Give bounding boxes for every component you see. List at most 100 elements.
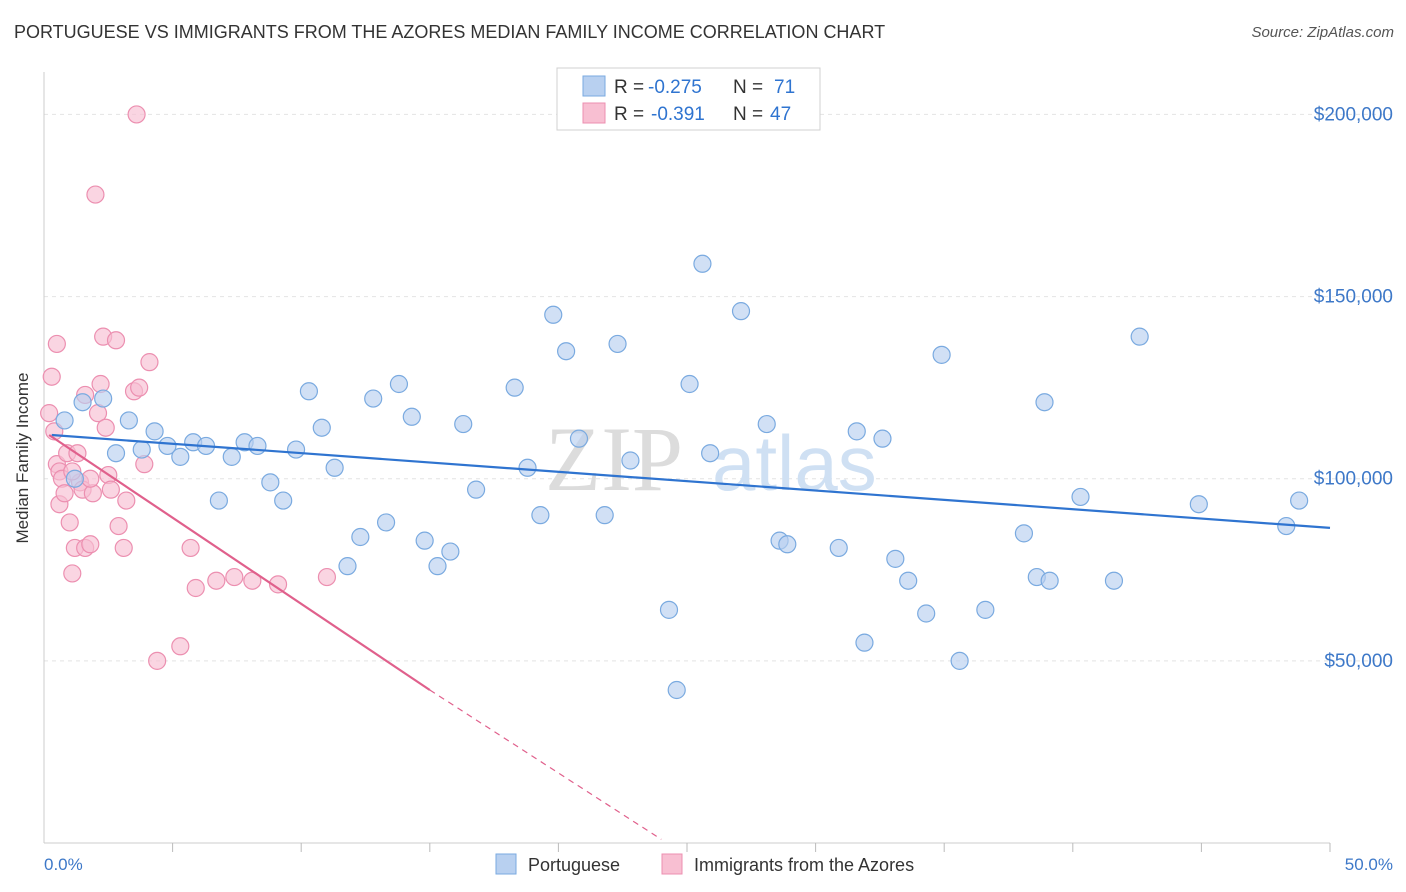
portuguese-point <box>376 513 396 532</box>
portuguese-point <box>441 542 460 561</box>
portuguese-point <box>65 469 84 488</box>
portuguese-point <box>544 305 563 324</box>
portuguese-point <box>73 393 92 412</box>
portuguese-point <box>621 451 640 470</box>
portuguese-point <box>778 535 797 554</box>
portuguese-point <box>402 407 421 426</box>
portuguese-point <box>899 571 918 590</box>
legend-n-label-azores: N = <box>733 104 763 125</box>
portuguese-point <box>731 302 751 321</box>
azores-point <box>55 484 74 503</box>
azores-point <box>42 367 61 386</box>
portuguese-point <box>680 374 699 394</box>
portuguese-point <box>312 418 331 437</box>
legend-n-value-portuguese: 71 <box>774 77 795 98</box>
y-tick-label: $100,000 <box>1314 469 1393 490</box>
x-tick-label-min: 0.0% <box>44 855 83 874</box>
portuguese-point <box>389 374 409 394</box>
portuguese-point <box>158 436 177 456</box>
portuguese-point <box>886 549 905 568</box>
portuguese-point <box>299 382 319 401</box>
azores-trend-line <box>48 434 431 691</box>
portuguese-point <box>325 458 344 477</box>
portuguese-point <box>132 440 151 459</box>
portuguese-point <box>274 491 293 510</box>
trend-lines <box>48 433 1331 840</box>
portuguese-point <box>94 389 113 408</box>
azores-point <box>114 538 133 558</box>
portuguese-point <box>1014 524 1034 543</box>
portuguese-point <box>248 436 267 456</box>
legend-r-value-azores: -0.391 <box>651 104 705 125</box>
azores-point <box>96 418 115 437</box>
portuguese-point <box>171 447 190 466</box>
azores-point <box>171 637 190 656</box>
portuguese-point <box>829 538 848 558</box>
portuguese-point <box>261 473 280 492</box>
bottom-legend-label-azores: Immigrants from the Azores <box>694 855 914 875</box>
y-tick-label: $200,000 <box>1314 104 1393 125</box>
portuguese-point <box>518 458 537 477</box>
chart-title: PORTUGUESE VS IMMIGRANTS FROM THE AZORES… <box>14 22 886 42</box>
x-ticks <box>172 843 1331 852</box>
portuguese-point <box>531 506 550 525</box>
azores-point <box>268 575 288 594</box>
portuguese-point <box>1104 571 1124 590</box>
legend-r-label-azores: R = <box>614 104 644 125</box>
bottom-legend-swatch-portuguese <box>495 853 517 875</box>
portuguese-point <box>505 378 524 397</box>
y-tick-label: $50,000 <box>1324 651 1393 672</box>
x-tick-label-max: 50.0% <box>1345 855 1393 874</box>
azores-point <box>63 564 82 583</box>
azores-point <box>109 516 128 536</box>
portuguese-point <box>855 633 874 652</box>
portuguese-point <box>55 411 74 430</box>
portuguese-point <box>659 600 679 619</box>
azores-point <box>148 651 167 670</box>
portuguese-point <box>950 651 969 670</box>
watermark-zip: ZIP <box>545 408 683 510</box>
portuguese-point <box>415 531 434 550</box>
portuguese-point <box>595 506 614 525</box>
y-tick-label: $150,000 <box>1314 287 1393 308</box>
azores-point <box>207 571 226 590</box>
azores-point <box>106 331 126 350</box>
portuguese-point <box>1130 327 1149 346</box>
azores-point <box>317 567 337 587</box>
azores-point <box>117 491 136 510</box>
azores-point <box>225 567 244 587</box>
azores-point <box>186 578 205 598</box>
portuguese-point <box>1040 571 1059 590</box>
portuguese-point <box>338 557 357 576</box>
portuguese-point <box>932 345 951 364</box>
portuguese-point <box>209 491 228 510</box>
portuguese-trend-line <box>51 433 1331 529</box>
portuguese-point <box>428 557 447 576</box>
portuguese-point <box>286 440 306 459</box>
portuguese-point <box>145 422 164 441</box>
portuguese-point <box>1189 495 1208 514</box>
portuguese-point <box>701 444 720 463</box>
azores-point <box>60 513 79 532</box>
azores-point <box>101 480 120 499</box>
portuguese-point <box>873 429 892 448</box>
portuguese-point <box>1071 487 1090 507</box>
portuguese-point <box>454 414 473 434</box>
legend-r-label-portuguese: R = <box>614 77 644 98</box>
portuguese-point <box>119 411 138 430</box>
legend-r-value-portuguese: -0.275 <box>648 77 702 98</box>
portuguese-points <box>55 254 1309 700</box>
azores-point <box>40 404 59 423</box>
azores-point <box>47 334 66 354</box>
portuguese-point <box>847 422 866 441</box>
legend-n-label-portuguese: N = <box>733 77 763 98</box>
portuguese-point <box>608 334 627 354</box>
bottom-legend-swatch-azores <box>661 853 683 875</box>
portuguese-point <box>569 429 589 448</box>
bottom-legend-label-portuguese: Portuguese <box>528 855 620 875</box>
portuguese-point <box>693 254 712 273</box>
azores-point <box>81 469 100 488</box>
azores-point <box>81 535 100 554</box>
legend-swatch-portuguese <box>582 75 606 97</box>
